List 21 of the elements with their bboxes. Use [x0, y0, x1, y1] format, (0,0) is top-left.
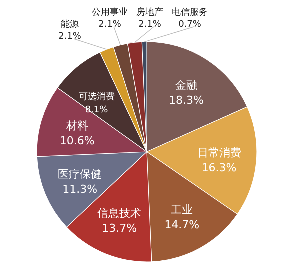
slice-label: 能源: [61, 19, 79, 30]
data-label: 2.1%: [98, 20, 122, 30]
slice-label: 日常消费: [197, 146, 242, 160]
slice-label: 房地产: [136, 7, 164, 18]
slice-label: 可选消费: [78, 91, 115, 102]
slice-label: 医疗保健: [58, 168, 102, 182]
data-label: 18.3%: [169, 94, 204, 108]
data-label: 0.7%: [178, 20, 202, 30]
slice-label: 工业: [171, 204, 194, 217]
data-label: 2.1%: [58, 32, 82, 42]
data-label: 2.1%: [138, 20, 162, 30]
data-label: 10.6%: [60, 134, 95, 148]
data-label: 11.3%: [62, 183, 98, 196]
slice-label: 信息技术: [98, 207, 142, 220]
data-label: 13.7%: [102, 222, 138, 236]
slice-label: 金融: [175, 79, 198, 92]
slice-label: 电信服务: [172, 7, 208, 18]
slice-label: 公用事业: [92, 7, 128, 18]
data-label: 16.3%: [202, 162, 237, 175]
data-label: 14.7%: [164, 218, 200, 232]
slice-label: 材料: [65, 119, 88, 132]
